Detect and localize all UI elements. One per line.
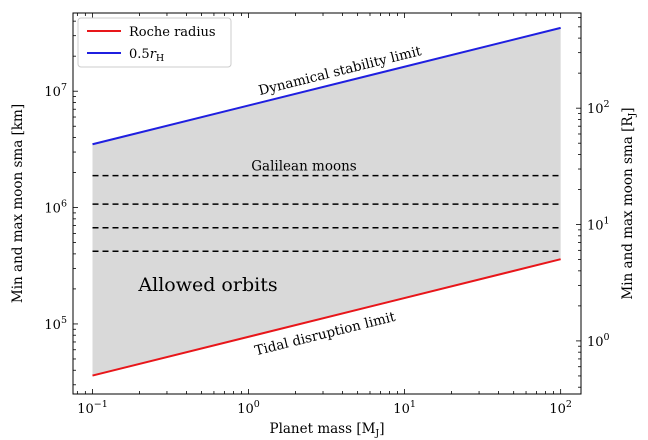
- y-tick-label: 105: [44, 315, 67, 333]
- y-tick-label: 107: [44, 82, 67, 100]
- y2-tick-label: 100: [587, 332, 610, 350]
- x-tick-label: 10−1: [77, 399, 108, 417]
- plot-area: 10−1 100 101 102 105 106 107 100 101 102: [44, 12, 610, 417]
- plot-frame: [72, 12, 582, 395]
- legend-label-roche: Roche radius: [129, 25, 216, 40]
- y-tick-label: 106: [44, 199, 67, 217]
- series-line-hill: [92, 26, 561, 146]
- y2-axis-label: Min and max moon sma [RJ]: [620, 107, 638, 299]
- x-axis-label: Planet mass [MJ]: [269, 421, 384, 439]
- y2-tick-label: 102: [587, 99, 610, 117]
- legend-label-hill: 0.5rH: [129, 47, 164, 64]
- axis-ticks: 10−1 100 101 102 105 106 107 100 101 102: [44, 13, 610, 417]
- galilean-moon-lines: [92, 174, 561, 252]
- legend: Roche radius 0.5rH: [77, 17, 232, 68]
- annotation-galilean-moons: Galilean moons: [251, 159, 357, 175]
- y-axis-label: Min and max moon sma [km]: [10, 104, 26, 303]
- series-line-roche: [92, 258, 561, 377]
- x-tick-label: 101: [393, 399, 416, 417]
- x-tick-label: 102: [549, 399, 572, 417]
- series-lines: [92, 26, 561, 377]
- annotation-allowed-orbits: Allowed orbits: [137, 274, 277, 296]
- allowed-region-fill: [92, 27, 561, 376]
- y2-tick-label: 101: [587, 216, 610, 234]
- x-tick-label: 100: [237, 399, 260, 417]
